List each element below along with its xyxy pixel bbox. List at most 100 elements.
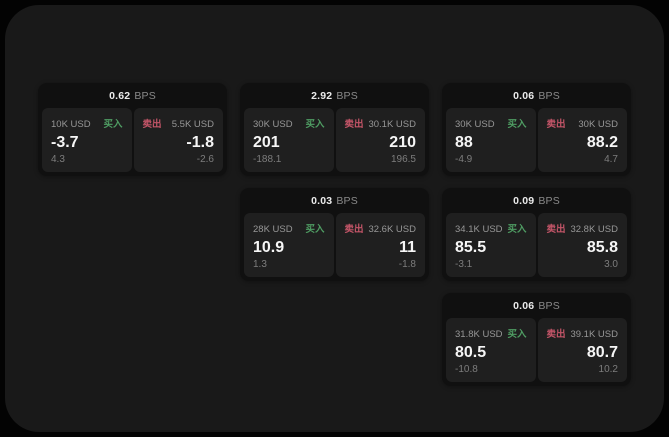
sell-notional: 32.6K USD: [368, 224, 416, 235]
buy-side-label: 买入: [103, 119, 123, 130]
buy-notional: 10K USD: [51, 119, 91, 130]
sell-panel-top: 卖出 32.8K USD: [547, 221, 619, 235]
quote-board: 0.62 BPS 10K USD 买入 -3.7 4.3 卖出 5.5K USD…: [5, 5, 664, 432]
buy-panel[interactable]: 30K USD 买入 88 -4.9: [446, 108, 536, 172]
sell-price: 11: [399, 239, 416, 256]
sell-price: 85.8: [586, 239, 618, 256]
sell-panel-top: 卖出 5.5K USD: [143, 116, 215, 130]
buy-price: 80.5: [455, 344, 487, 361]
buy-side-label: 买入: [507, 224, 527, 235]
sell-notional: 32.8K USD: [570, 224, 618, 235]
buy-panel-top: 30K USD 买入: [455, 116, 527, 130]
bps-value: 0.06: [513, 89, 535, 102]
sell-delta: -2.6: [196, 154, 214, 165]
sell-panel[interactable]: 卖出 5.5K USD -1.8 -2.6: [133, 108, 223, 172]
sell-delta: 3.0: [604, 259, 618, 270]
card-header: 0.06 BPS: [442, 293, 631, 318]
buy-side-label: 买入: [507, 119, 527, 130]
quote-panels: 30K USD 买入 201 -188.1 卖出 30.1K USD 210 1…: [240, 108, 429, 176]
buy-notional: 30K USD: [455, 119, 495, 130]
sell-panel[interactable]: 卖出 32.8K USD 85.8 3.0: [537, 213, 627, 277]
quote-card: 2.92 BPS 30K USD 买入 201 -188.1 卖出 30.1K …: [240, 83, 429, 176]
buy-panel-top: 31.8K USD 买入: [455, 326, 527, 340]
buy-price: -3.7: [51, 134, 79, 151]
buy-notional: 34.1K USD: [455, 224, 503, 235]
buy-price: 201: [253, 134, 280, 151]
sell-notional: 39.1K USD: [570, 329, 618, 340]
sell-delta: 4.7: [604, 154, 618, 165]
quote-card: 0.06 BPS 31.8K USD 买入 80.5 -10.8 卖出 39.1…: [442, 293, 631, 386]
sell-panel[interactable]: 卖出 30.1K USD 210 196.5: [335, 108, 425, 172]
sell-side-label: 卖出: [546, 119, 566, 130]
buy-delta: 4.3: [51, 154, 65, 165]
bps-value: 0.03: [311, 194, 333, 207]
buy-panel[interactable]: 28K USD 买入 10.9 1.3: [244, 213, 334, 277]
buy-notional: 28K USD: [253, 224, 293, 235]
sell-price: 88.2: [586, 134, 618, 151]
buy-delta: -3.1: [455, 259, 473, 270]
sell-notional: 5.5K USD: [171, 119, 214, 130]
quote-card: 0.03 BPS 28K USD 买入 10.9 1.3 卖出 32.6K US…: [240, 188, 429, 281]
sell-panel[interactable]: 卖出 39.1K USD 80.7 10.2: [537, 318, 627, 382]
sell-panel-top: 卖出 30K USD: [547, 116, 619, 130]
quote-card: 0.09 BPS 34.1K USD 买入 85.5 -3.1 卖出 32.8K…: [442, 188, 631, 281]
buy-side-label: 买入: [305, 119, 325, 130]
buy-price: 85.5: [455, 239, 487, 256]
buy-delta: -10.8: [455, 364, 478, 375]
sell-side-label: 卖出: [546, 224, 566, 235]
card-header: 2.92 BPS: [240, 83, 429, 108]
buy-delta: -4.9: [455, 154, 473, 165]
buy-panel[interactable]: 10K USD 买入 -3.7 4.3: [42, 108, 132, 172]
quote-panels: 28K USD 买入 10.9 1.3 卖出 32.6K USD 11 -1.8: [240, 213, 429, 281]
card-header: 0.09 BPS: [442, 188, 631, 213]
buy-panel[interactable]: 30K USD 买入 201 -188.1: [244, 108, 334, 172]
buy-panel[interactable]: 34.1K USD 买入 85.5 -3.1: [446, 213, 536, 277]
buy-side-label: 买入: [305, 224, 325, 235]
card-header: 0.62 BPS: [38, 83, 227, 108]
quote-panels: 10K USD 买入 -3.7 4.3 卖出 5.5K USD -1.8 -2.…: [38, 108, 227, 176]
buy-notional: 30K USD: [253, 119, 293, 130]
bps-value: 0.06: [513, 299, 535, 312]
sell-notional: 30.1K USD: [368, 119, 416, 130]
bps-unit-label: BPS: [336, 89, 358, 102]
bps-unit-label: BPS: [538, 299, 560, 312]
buy-panel[interactable]: 31.8K USD 买入 80.5 -10.8: [446, 318, 536, 382]
bps-value: 2.92: [311, 89, 333, 102]
sell-delta: 196.5: [390, 154, 416, 165]
card-grid: 0.62 BPS 10K USD 买入 -3.7 4.3 卖出 5.5K USD…: [38, 83, 631, 386]
buy-panel-top: 10K USD 买入: [51, 116, 123, 130]
card-header: 0.03 BPS: [240, 188, 429, 213]
buy-delta: -188.1: [253, 154, 282, 165]
bps-unit-label: BPS: [134, 89, 156, 102]
buy-notional: 31.8K USD: [455, 329, 503, 340]
bps-unit-label: BPS: [336, 194, 358, 207]
sell-side-label: 卖出: [546, 329, 566, 340]
sell-price: 80.7: [586, 344, 618, 361]
buy-panel-top: 34.1K USD 买入: [455, 221, 527, 235]
sell-price: 210: [389, 134, 416, 151]
quote-panels: 31.8K USD 买入 80.5 -10.8 卖出 39.1K USD 80.…: [442, 318, 631, 386]
sell-panel-top: 卖出 32.6K USD: [345, 221, 417, 235]
buy-panel-top: 28K USD 买入: [253, 221, 325, 235]
buy-panel-top: 30K USD 买入: [253, 116, 325, 130]
bps-value: 0.09: [513, 194, 535, 207]
bps-value: 0.62: [109, 89, 131, 102]
sell-side-label: 卖出: [344, 224, 364, 235]
quote-card: 0.62 BPS 10K USD 买入 -3.7 4.3 卖出 5.5K USD…: [38, 83, 227, 176]
buy-side-label: 买入: [507, 329, 527, 340]
bps-unit-label: BPS: [538, 89, 560, 102]
sell-panel-top: 卖出 30.1K USD: [345, 116, 417, 130]
quote-panels: 34.1K USD 买入 85.5 -3.1 卖出 32.8K USD 85.8…: [442, 213, 631, 281]
buy-delta: 1.3: [253, 259, 267, 270]
quote-panels: 30K USD 买入 88 -4.9 卖出 30K USD 88.2 4.7: [442, 108, 631, 176]
bps-unit-label: BPS: [538, 194, 560, 207]
buy-price: 10.9: [253, 239, 285, 256]
sell-side-label: 卖出: [142, 119, 162, 130]
sell-side-label: 卖出: [344, 119, 364, 130]
sell-panel[interactable]: 卖出 32.6K USD 11 -1.8: [335, 213, 425, 277]
sell-panel[interactable]: 卖出 30K USD 88.2 4.7: [537, 108, 627, 172]
sell-delta: -1.8: [398, 259, 416, 270]
sell-notional: 30K USD: [578, 119, 618, 130]
sell-panel-top: 卖出 39.1K USD: [547, 326, 619, 340]
quote-card: 0.06 BPS 30K USD 买入 88 -4.9 卖出 30K USD 8…: [442, 83, 631, 176]
